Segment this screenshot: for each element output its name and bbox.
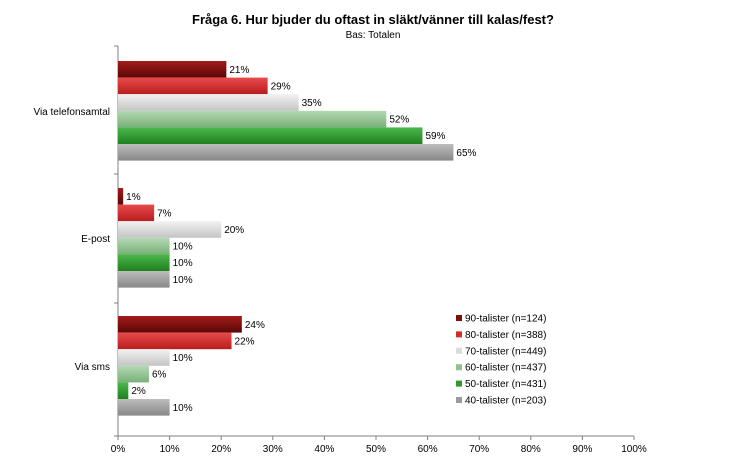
bar [118,365,149,383]
data-label: 10% [173,353,193,364]
bar [118,127,423,144]
legend-swatch [456,397,462,403]
bar [118,221,222,238]
bar [118,271,170,288]
category-label: E-post [81,234,110,245]
legend-label: 70-talister (n=449) [465,346,546,357]
legend-label: 60-talister (n=437) [465,363,546,374]
bar [118,399,170,416]
legend-swatch [456,347,462,354]
legend-label: 50-talister (n=431) [465,379,546,390]
bar [118,332,232,350]
legend-swatch [456,315,462,321]
legend-label: 40-talister (n=203) [465,396,546,407]
x-tick-label: 50% [366,444,386,455]
x-tick-label: 10% [160,444,180,455]
data-label: 10% [173,275,193,286]
legend-swatch [456,364,462,371]
data-label: 29% [271,81,291,92]
data-label: 35% [302,98,322,109]
x-tick-label: 90% [572,444,592,455]
data-label: 2% [131,386,146,397]
x-tick-label: 70% [469,444,489,455]
data-label: 22% [235,336,255,347]
data-label: 59% [425,131,445,142]
data-label: 21% [229,65,249,76]
bar [118,382,129,399]
category-label: Via telefonsamtal [33,107,110,118]
data-label: 20% [224,225,244,236]
legend-swatch [456,331,462,338]
data-label: 1% [126,192,141,203]
category-label: Via sms [75,362,110,373]
bar [118,188,124,205]
bar [118,94,299,111]
legend-label: 90-talister (n=124) [465,314,546,325]
bar [118,77,268,95]
x-tick-label: 40% [314,444,334,455]
data-label: 10% [173,242,193,253]
x-tick-label: 30% [263,444,283,455]
x-tick-label: 80% [521,444,541,455]
legend-swatch [456,380,462,387]
bar [118,204,155,222]
bar [118,237,170,255]
data-label: 52% [389,115,409,126]
data-label: 7% [157,208,172,219]
bar [118,144,454,161]
bar [118,61,227,78]
data-label: 24% [245,320,265,331]
bar [118,349,170,366]
legend-label: 80-talister (n=388) [465,330,546,341]
chart-subtitle: Bas: Totalen [345,30,401,41]
bar [118,254,170,271]
chart-title: Fråga 6. Hur bjuder du oftast in släkt/v… [192,12,554,27]
data-label: 10% [173,403,193,414]
x-tick-label: 20% [211,444,231,455]
x-tick-label: 0% [111,444,126,455]
x-tick-label: 60% [418,444,438,455]
bar [118,110,387,128]
bar [118,316,242,333]
data-label: 65% [456,148,476,159]
data-label: 10% [173,258,193,269]
x-tick-label: 100% [621,444,647,455]
data-label: 6% [152,370,167,381]
